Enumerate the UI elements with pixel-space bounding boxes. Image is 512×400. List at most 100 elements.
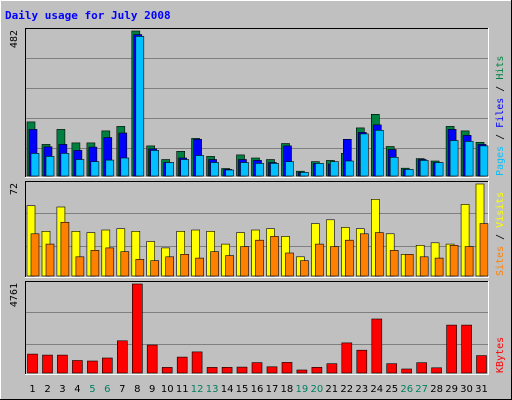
x-tick-label: 10	[161, 384, 174, 395]
x-tick-label: 26	[400, 384, 413, 395]
bar-kbytes	[401, 368, 413, 374]
bar-sites	[210, 251, 219, 277]
bar-pages	[60, 153, 70, 177]
legend-separator: /	[495, 228, 506, 246]
x-tick-label: 12	[191, 384, 204, 395]
bar-kbytes	[266, 366, 278, 374]
bar-sites	[359, 233, 369, 277]
legend-item: Sites	[495, 246, 506, 276]
x-tick-label: 23	[355, 384, 368, 395]
legend-separator: /	[495, 80, 506, 98]
bar-pages	[120, 157, 130, 177]
bar-sites	[404, 254, 414, 277]
legend-item: Files	[495, 98, 506, 128]
bar-kbytes	[461, 324, 472, 374]
bar-pages	[180, 159, 189, 177]
bar-pages	[300, 172, 309, 177]
bar-pages	[359, 133, 369, 177]
bar-kbytes	[416, 362, 428, 374]
legend: Pages / Files / Hits	[495, 56, 506, 176]
x-tick-label: 3	[59, 384, 65, 395]
x-tick-label: 30	[460, 384, 473, 395]
bar-kbytes	[251, 362, 263, 374]
x-tick-label: 13	[206, 384, 219, 395]
x-tick-label: 24	[370, 384, 383, 395]
bar-sites	[165, 256, 174, 277]
legend-item: Pages	[495, 146, 506, 176]
bar-pages	[449, 140, 459, 177]
bar-sites	[419, 256, 429, 277]
bar-sites	[255, 239, 264, 277]
bar-sites	[300, 260, 309, 277]
bar-pages	[75, 159, 85, 177]
bar-pages	[270, 163, 279, 177]
x-tick-label: 8	[134, 384, 140, 395]
x-tick-label: 18	[281, 384, 294, 395]
x-tick-label: 19	[296, 384, 309, 395]
bar-pages	[374, 130, 384, 177]
bar-pages	[255, 163, 264, 177]
x-tick-label: 9	[149, 384, 155, 395]
legend-separator: /	[495, 128, 506, 146]
bar-kbytes	[431, 367, 442, 374]
bar-sites	[90, 250, 100, 277]
chart-title: Daily usage for July 2008	[5, 9, 171, 22]
bar-sites	[374, 232, 384, 277]
bar-sites	[240, 246, 249, 277]
bar-sites	[195, 257, 204, 277]
bar-sites	[479, 223, 489, 277]
bar-sites	[389, 250, 399, 277]
bar-kbytes	[102, 357, 113, 374]
bar-sites	[434, 257, 444, 277]
bar-kbytes	[476, 355, 487, 374]
x-tick-label: 16	[251, 384, 264, 395]
bar-kbytes	[221, 366, 233, 374]
legend-item: KBytes	[495, 337, 506, 373]
x-tick-label: 29	[445, 384, 458, 395]
bar-pages	[315, 163, 324, 177]
bar-sites	[315, 243, 324, 277]
bar-kbytes	[356, 349, 368, 374]
bar-kbytes	[281, 362, 293, 374]
bar-sites	[135, 259, 145, 277]
bar-kbytes	[371, 318, 383, 374]
x-tick-label: 14	[221, 384, 234, 395]
bar-kbytes	[311, 366, 323, 374]
panel-visits-sites: 72 Sites / Visits	[9, 181, 506, 278]
bar-kbytes	[161, 367, 173, 374]
bar-sites	[105, 247, 115, 277]
legend-item: Hits	[495, 56, 506, 80]
bar-pages	[389, 157, 399, 177]
bar-sites	[270, 236, 279, 277]
bar-pages	[344, 160, 354, 177]
bar-pages	[434, 162, 444, 177]
bar-sites	[75, 256, 85, 277]
bar-pages	[45, 156, 55, 177]
bar-pages	[105, 159, 115, 177]
bar-kbytes	[117, 340, 128, 374]
bar-pages	[90, 161, 100, 177]
bar-sites	[464, 246, 474, 277]
x-tick-label: 2	[44, 384, 50, 395]
x-tick-label: 15	[236, 384, 249, 395]
bar-pages	[330, 161, 339, 177]
bar-kbytes	[57, 354, 68, 374]
bar-sites	[330, 246, 339, 277]
x-axis-labels: 1 2 3 4 5 6 7 8 9 10 11 12 13 14 15 16 17 18 19 20 21 22 23 24 2…	[29, 384, 488, 395]
bar-pages	[285, 161, 294, 177]
bar-sites	[120, 251, 130, 277]
x-tick-label: 27	[415, 384, 428, 395]
x-tick-label: 5	[89, 384, 95, 395]
bar-kbytes	[341, 342, 353, 374]
bar-pages	[135, 36, 145, 177]
bar-pages	[210, 162, 219, 177]
bar-kbytes	[296, 369, 308, 374]
x-tick-label: 25	[385, 384, 398, 395]
bar-sites	[285, 252, 294, 277]
bar-kbytes	[146, 344, 158, 374]
panel-kbytes: 4761 KBytes	[9, 281, 506, 375]
bar-sites	[344, 239, 354, 277]
bar-pages	[404, 169, 414, 177]
bar-kbytes	[326, 363, 338, 374]
